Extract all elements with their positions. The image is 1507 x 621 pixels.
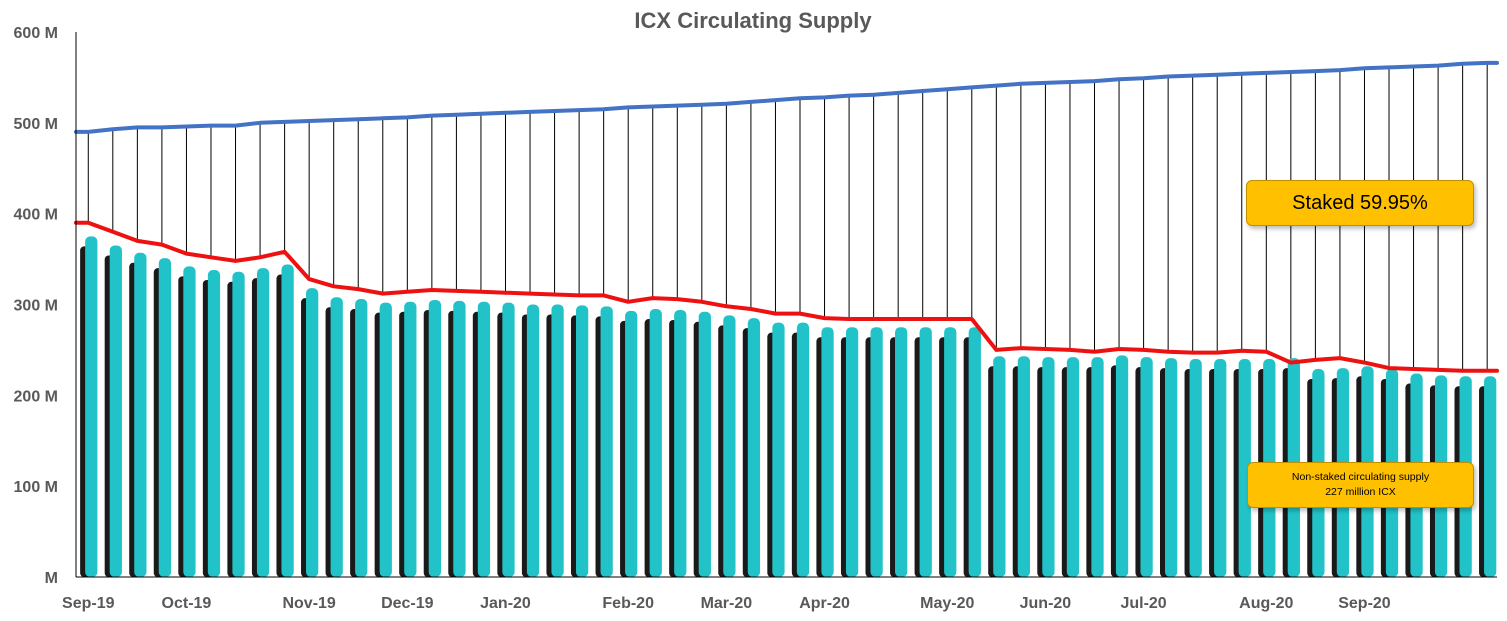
bar — [600, 306, 613, 577]
bar — [1091, 357, 1104, 577]
bar — [1017, 356, 1031, 577]
x-tick-label: Feb-20 — [602, 595, 654, 612]
x-tick-label: Aug-20 — [1239, 595, 1293, 612]
staked-callout: Staked 59.95% — [1246, 180, 1474, 226]
bar — [845, 327, 859, 577]
bar — [870, 327, 883, 577]
bar — [944, 327, 957, 577]
bar — [1238, 359, 1251, 577]
x-tick-label: Mar-20 — [701, 595, 753, 612]
x-tick-label: Jan-20 — [480, 595, 531, 612]
bar — [1189, 359, 1202, 577]
staked-callout-text: Staked 59.95% — [1292, 191, 1428, 214]
bar — [134, 252, 147, 577]
y-tick-label: 200 M — [14, 388, 58, 405]
bar — [428, 299, 441, 577]
bar — [526, 304, 540, 577]
x-tick-label: Dec-19 — [381, 595, 434, 612]
y-tick-label: 600 M — [14, 25, 58, 42]
bar — [821, 327, 834, 577]
x-tick-label: Sep-20 — [1338, 595, 1391, 612]
bar — [649, 309, 662, 577]
nonstaked-callout-line2: 227 million ICX — [1325, 486, 1396, 498]
bar — [306, 288, 319, 577]
y-tick-label: 100 M — [14, 479, 58, 496]
bar — [281, 264, 294, 577]
bar — [551, 304, 564, 577]
bar — [1140, 357, 1153, 577]
bar — [256, 268, 270, 577]
y-axis-ticks: M 100 M 200 M 300 M 400 M 500 M 600 M — [14, 25, 58, 587]
staked-threshold-line — [74, 220, 1499, 373]
bar — [109, 245, 122, 578]
x-tick-label: Jul-20 — [1120, 595, 1166, 612]
total-supply-line — [74, 60, 1499, 134]
x-tick-label: Jun-20 — [1020, 595, 1072, 612]
nonstaked-callout-line1: Non-staked circulating supply — [1291, 471, 1430, 483]
bar — [747, 318, 761, 577]
chart-title: ICX Circulating Supply — [634, 8, 872, 33]
x-tick-label: Apr-20 — [799, 595, 850, 612]
bar — [1484, 376, 1497, 577]
bar — [330, 297, 343, 577]
bar — [723, 315, 736, 577]
x-tick-label: May-20 — [920, 595, 974, 612]
bar — [625, 310, 638, 577]
bar — [895, 327, 908, 577]
bar — [993, 356, 1006, 577]
bar — [379, 302, 392, 577]
bar — [1066, 357, 1080, 577]
bar — [772, 322, 785, 577]
bar — [232, 271, 245, 577]
bar — [919, 327, 932, 577]
bar — [85, 236, 98, 577]
bar — [207, 269, 221, 577]
bar — [158, 258, 172, 577]
bars — [85, 236, 1497, 578]
y-tick-label: 300 M — [14, 298, 58, 315]
bar — [183, 266, 196, 577]
bar — [1164, 358, 1178, 577]
bar — [404, 301, 417, 577]
bar — [1042, 357, 1055, 577]
x-tick-label: Nov-19 — [282, 595, 335, 612]
bar — [575, 305, 589, 577]
y-tick-label: 500 M — [14, 116, 58, 133]
bar — [968, 327, 981, 577]
nonstaked-callout: Non-staked circulating supply 227 millio… — [1247, 462, 1474, 508]
y-tick-label: M — [45, 570, 58, 587]
bar — [1214, 359, 1227, 577]
bar — [477, 301, 491, 577]
bar — [502, 302, 515, 577]
y-tick-label: 400 M — [14, 207, 58, 224]
x-tick-label: Sep-19 — [62, 595, 115, 612]
bar — [698, 311, 711, 577]
bar — [1115, 355, 1129, 577]
bar — [355, 299, 368, 577]
bar — [796, 322, 810, 577]
series-lines — [74, 60, 1499, 373]
bar — [674, 309, 687, 577]
bar — [453, 300, 466, 577]
x-axis-ticks: Sep-19 Oct-19 Nov-19 Dec-19 Jan-20 Feb-20 Mar-… — [62, 595, 1391, 612]
x-tick-label: Oct-19 — [162, 595, 212, 612]
